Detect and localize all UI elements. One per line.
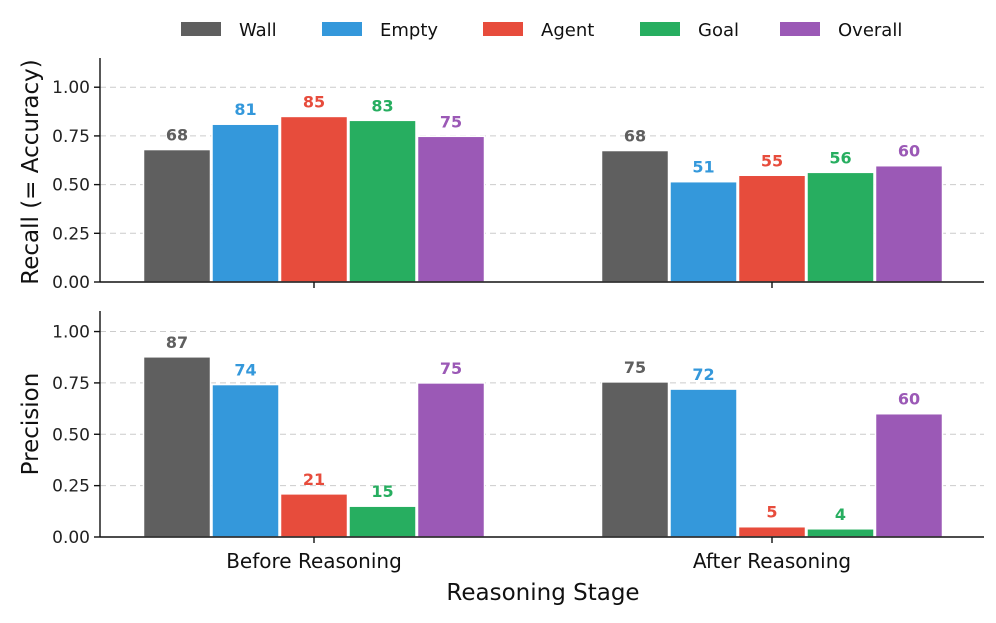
legend-item-wall: Wall	[181, 20, 277, 41]
legend-item-goal: Goal	[640, 20, 739, 41]
bar-goal-before-reasoning	[348, 119, 417, 283]
y-axis-title: Recall (= Accuracy)	[18, 59, 44, 284]
y-tick-label: 0.50	[52, 176, 90, 196]
y-tick-label: 0.75	[52, 127, 90, 147]
legend-swatch	[640, 22, 680, 36]
value-label: 56	[829, 148, 851, 167]
x-tick-label-before-reasoning: Before Reasoning	[226, 549, 402, 573]
bar-wall-after-reasoning	[600, 381, 670, 538]
y-tick-label: 0.25	[52, 477, 90, 497]
value-label: 87	[166, 333, 188, 352]
y-tick-label: 0.25	[52, 224, 90, 244]
legend: Wall Empty Agent Goal Overall	[181, 20, 902, 41]
legend-item-overall: Overall	[780, 20, 902, 41]
legend-label: Wall	[239, 20, 277, 41]
value-label: 72	[692, 365, 714, 384]
x-tick-label-after-reasoning: After Reasoning	[693, 549, 851, 573]
bar-empty-before-reasoning	[211, 123, 280, 283]
y-axis-title: Precision	[18, 373, 44, 476]
bar-agent-before-reasoning	[279, 115, 349, 283]
y-tick-label: 0.50	[52, 425, 90, 445]
legend-swatch	[181, 22, 221, 36]
value-label: 75	[440, 359, 462, 378]
bar-wall-before-reasoning	[142, 356, 212, 538]
x-axis-title: Reasoning Stage	[446, 580, 639, 606]
value-label: 81	[234, 100, 256, 119]
value-label: 74	[234, 361, 256, 380]
value-label: 51	[692, 158, 714, 177]
legend-item-agent: Agent	[483, 20, 594, 41]
y-tick-label: 1.00	[52, 323, 90, 343]
legend-swatch	[322, 22, 362, 36]
value-label: 21	[303, 470, 325, 489]
bar-empty-before-reasoning	[211, 383, 280, 538]
value-label: 60	[898, 142, 920, 161]
y-tick-label: 1.00	[52, 78, 90, 98]
bar-wall-before-reasoning	[142, 148, 212, 283]
bar-empty-after-reasoning	[669, 388, 738, 538]
legend-label: Empty	[380, 20, 438, 41]
legend-swatch	[483, 22, 523, 36]
value-label: 4	[835, 505, 846, 524]
value-label: 75	[440, 112, 462, 131]
value-label: 85	[303, 92, 325, 111]
y-tick-label: 0.75	[52, 374, 90, 394]
bar-overall-after-reasoning	[874, 164, 944, 283]
bar-goal-after-reasoning	[806, 528, 875, 538]
legend-label: Overall	[838, 20, 902, 41]
value-label: 15	[371, 482, 393, 501]
bar-overall-after-reasoning	[874, 412, 944, 538]
value-label: 68	[166, 126, 188, 145]
value-label: 83	[371, 96, 393, 115]
bar-overall-before-reasoning	[416, 135, 486, 283]
precision-panel: 0.00 0.25 0.50 0.75 1.00 Precision 87 75 74 72 21 5…	[18, 311, 984, 573]
bar-agent-after-reasoning	[737, 174, 807, 283]
bar-wall-after-reasoning	[600, 149, 670, 283]
legend-label: Goal	[698, 20, 739, 41]
y-tick-label: 0.00	[52, 273, 90, 293]
value-label: 55	[761, 151, 783, 170]
legend-swatch	[780, 22, 820, 36]
value-label: 60	[898, 390, 920, 409]
y-tick-label: 0.00	[52, 528, 90, 548]
bar-goal-before-reasoning	[348, 505, 417, 538]
value-label: 5	[766, 503, 777, 522]
bar-agent-after-reasoning	[737, 525, 807, 538]
legend-label: Agent	[541, 20, 594, 41]
legend-item-empty: Empty	[322, 20, 438, 41]
bar-empty-after-reasoning	[669, 180, 738, 283]
bar-goal-after-reasoning	[806, 171, 875, 283]
recall-panel: 0.00 0.25 0.50 0.75 1.00 Recall (= Accuracy) 6…	[18, 58, 984, 293]
value-label: 75	[624, 358, 646, 377]
bar-agent-before-reasoning	[279, 493, 349, 538]
bar-overall-before-reasoning	[416, 382, 486, 538]
value-label: 68	[624, 127, 646, 146]
